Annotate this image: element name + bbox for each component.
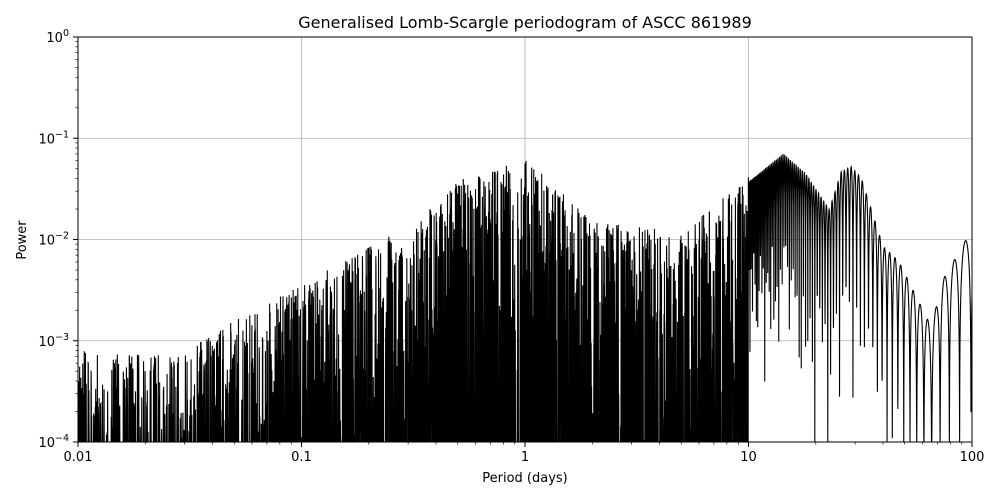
- y-tick-label: 10−4: [38, 433, 69, 451]
- y-tick-label: 100: [46, 28, 69, 46]
- y-axis-label: Power: [15, 220, 30, 260]
- axis-ticks: 0.01 0.1 1 10 100 10−4 10−3 10−2 10−1 100: [38, 28, 984, 465]
- y-tick-label: 10−1: [38, 129, 69, 147]
- data-series: [78, 153, 972, 442]
- x-tick-label: 1: [521, 450, 529, 465]
- x-tick-label: 0.1: [291, 450, 312, 465]
- x-tick-label: 100: [960, 450, 985, 465]
- x-tick-label: 10: [740, 450, 757, 465]
- y-tick-label: 10−2: [38, 231, 69, 249]
- y-tick-label: 10−3: [38, 332, 69, 350]
- periodogram-line: [78, 153, 972, 442]
- x-axis-label: Period (days): [482, 471, 568, 486]
- axes-frame: [77, 36, 973, 443]
- chart-title: Generalised Lomb-Scargle periodogram of …: [298, 13, 752, 32]
- x-tick-label: 0.01: [64, 450, 93, 465]
